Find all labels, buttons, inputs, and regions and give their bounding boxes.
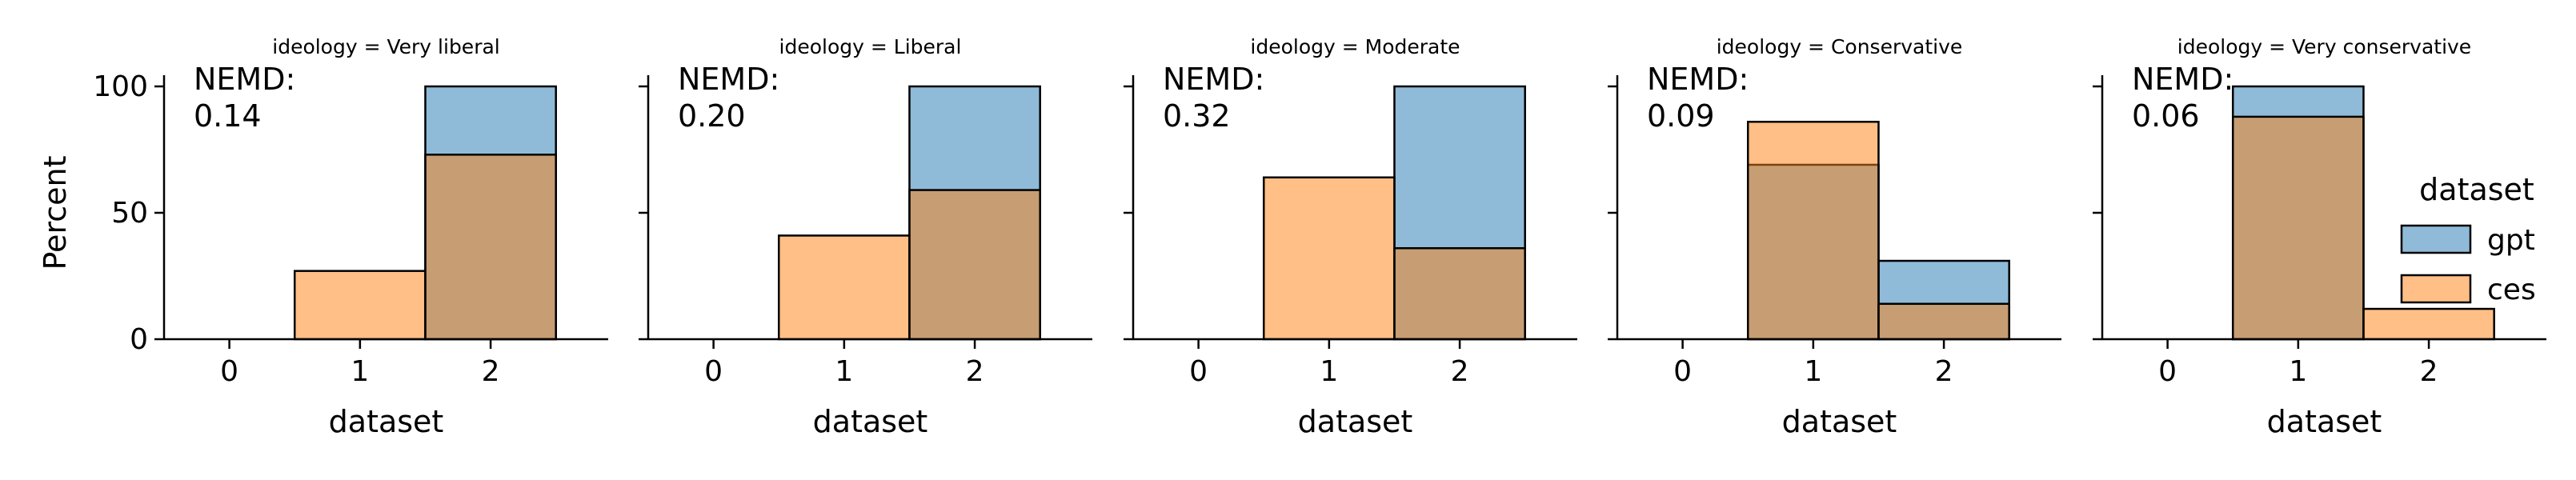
bar-ces-bin-1 <box>777 234 911 341</box>
nemd-annotation-label: NEMD: <box>194 62 295 97</box>
nemd-annotation-value: 0.14 <box>194 98 262 134</box>
bar-ces-bin-1 <box>2231 115 2365 341</box>
legend-swatch-ces <box>2400 274 2472 304</box>
x-tick-label: 0 <box>220 355 238 388</box>
legend-swatch-gpt <box>2400 224 2472 254</box>
nemd-annotation-label: NEMD: <box>1163 62 1264 97</box>
x-axis-label: dataset <box>1782 404 1897 439</box>
x-tick-label: 2 <box>2420 355 2438 388</box>
facet-title: ideology = Moderate <box>1250 35 1460 58</box>
nemd-annotation-value: 0.32 <box>1163 98 1231 134</box>
facet-title: ideology = Very liberal <box>272 35 500 58</box>
x-tick-label: 1 <box>835 355 853 388</box>
facet-panel-4: ideology = Conservative 0 1 2 dataset NEMD:0.… <box>1608 35 2061 439</box>
facet-panel-5: ideology = Very conservative 0 1 2 dataset NE… <box>2093 35 2546 439</box>
nemd-annotation-label: NEMD: <box>1647 62 1749 97</box>
nemd-annotation-label: NEMD: <box>678 62 779 97</box>
y-tick-label: 0 <box>130 323 148 356</box>
x-axis-label: dataset <box>329 404 444 439</box>
x-tick-label: 0 <box>1673 355 1692 388</box>
x-tick-label: 1 <box>351 355 369 388</box>
bar-ces-bin-1 <box>1746 120 1880 341</box>
x-tick-label: 2 <box>482 355 500 388</box>
facet-title: ideology = Liberal <box>779 35 962 58</box>
x-tick-label: 0 <box>1189 355 1208 388</box>
bar-ces-bin-2 <box>424 154 557 341</box>
nemd-annotation-label: NEMD: <box>2132 62 2233 97</box>
nemd-annotation-value: 0.06 <box>2132 98 2200 134</box>
legend: dataset gpt ces <box>2400 172 2536 306</box>
y-tick-label: 100 <box>93 70 148 103</box>
y-tick-label: 50 <box>111 197 148 230</box>
facet-panel-1: ideology = Very liberal 0 50 100 0 1 2 dataset P… <box>38 35 608 439</box>
x-axis-label: dataset <box>813 404 928 439</box>
legend-title: dataset <box>2419 172 2534 207</box>
x-tick-label: 2 <box>966 355 984 388</box>
legend-label-ces: ces <box>2487 274 2536 306</box>
x-tick-label: 1 <box>1320 355 1338 388</box>
facet-title: ideology = Conservative <box>1717 35 1963 58</box>
bar-ces-bin-2 <box>908 189 1041 341</box>
x-axis-label: dataset <box>2267 404 2382 439</box>
nemd-annotation-value: 0.20 <box>678 98 746 134</box>
facet-panel-3: ideology = Moderate 0 1 2 dataset NEMD:0.32 <box>1124 35 1577 439</box>
x-tick-label: 0 <box>2158 355 2177 388</box>
x-tick-label: 1 <box>2289 355 2307 388</box>
bar-ces-bin-2 <box>2362 307 2495 341</box>
bar-ces-bin-1 <box>293 270 427 341</box>
facet-title: ideology = Very conservative <box>2177 35 2471 58</box>
x-tick-label: 0 <box>704 355 723 388</box>
bar-ces-bin-1 <box>1262 176 1396 341</box>
x-tick-label: 2 <box>1451 355 1469 388</box>
bar-ces-bin-2 <box>1393 246 1526 341</box>
legend-label-gpt: gpt <box>2487 224 2535 257</box>
bar-ces-bin-2 <box>1877 302 2010 341</box>
facet-panel-2: ideology = Liberal 0 1 2 dataset NEMD:0.20 <box>639 35 1092 439</box>
x-tick-label: 2 <box>1935 355 1953 388</box>
nemd-annotation-value: 0.09 <box>1647 98 1715 134</box>
x-axis-label: dataset <box>1298 404 1413 439</box>
y-axis-label: Percent <box>38 156 73 270</box>
x-tick-label: 1 <box>1804 355 1822 388</box>
